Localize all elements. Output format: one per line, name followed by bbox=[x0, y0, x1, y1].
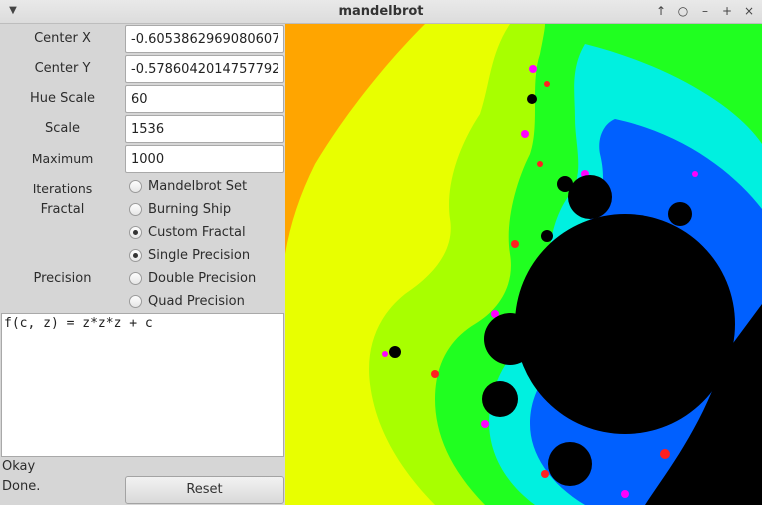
chevron-down-icon[interactable]: ▼ bbox=[9, 5, 17, 16]
radio-indicator bbox=[129, 203, 142, 216]
bulb-left bbox=[484, 313, 536, 365]
main-bulb bbox=[515, 214, 735, 434]
radio-indicator bbox=[129, 180, 142, 193]
fringe-dot bbox=[621, 490, 629, 498]
radio-label: Custom Fractal bbox=[148, 225, 246, 240]
circle-icon[interactable]: ○ bbox=[677, 4, 689, 18]
fringe-dot bbox=[660, 449, 670, 459]
radio-single-precision[interactable]: Single Precision bbox=[129, 244, 250, 267]
bulb-tiny-top bbox=[527, 94, 537, 104]
settings-panel: Center X Center Y Hue Scale Scale Maximu… bbox=[0, 24, 285, 505]
fractal-render-view[interactable] bbox=[285, 24, 762, 505]
radio-custom-fractal[interactable]: Custom Fractal bbox=[129, 221, 246, 244]
fractal-image bbox=[285, 24, 762, 505]
max-iterations-input[interactable] bbox=[125, 145, 284, 173]
arrow-up-icon[interactable]: ↑ bbox=[655, 4, 667, 18]
radio-burning-ship[interactable]: Burning Ship bbox=[129, 198, 231, 221]
window-title: mandelbrot bbox=[338, 4, 424, 19]
fringe-dot bbox=[544, 81, 550, 87]
bulb-bottom bbox=[548, 442, 592, 486]
reset-button[interactable]: Reset bbox=[125, 476, 284, 504]
band-orange bbox=[285, 24, 425, 254]
center-x-input[interactable] bbox=[125, 25, 284, 53]
radio-indicator bbox=[129, 272, 142, 285]
interior-lower-right bbox=[645, 304, 762, 505]
hue-scale-row: Hue Scale bbox=[0, 84, 285, 114]
minimize-icon[interactable]: – bbox=[702, 4, 708, 18]
center-y-label: Center Y bbox=[34, 61, 91, 76]
fringe-dot bbox=[491, 310, 499, 318]
radio-indicator-selected bbox=[129, 226, 142, 239]
radio-double-precision[interactable]: Double Precision bbox=[129, 267, 256, 290]
radio-indicator-selected bbox=[129, 249, 142, 262]
close-icon[interactable]: × bbox=[743, 4, 755, 18]
scale-row: Scale bbox=[0, 114, 285, 144]
fringe-dot bbox=[529, 65, 537, 73]
fringe-dot bbox=[541, 470, 549, 478]
fractal-label: Fractal bbox=[40, 202, 85, 217]
bulb-upper bbox=[568, 175, 612, 219]
scale-label: Scale bbox=[45, 121, 80, 136]
max-iterations-label: Maximum Iterations bbox=[31, 151, 94, 196]
max-iterations-row: Maximum Iterations bbox=[0, 144, 285, 196]
fringe-dot bbox=[537, 161, 543, 167]
fringe-dot bbox=[382, 351, 388, 357]
radio-label: Mandelbrot Set bbox=[148, 179, 248, 194]
maximize-icon[interactable]: + bbox=[721, 4, 733, 18]
radio-label: Single Precision bbox=[148, 248, 251, 263]
fringe-dot bbox=[431, 370, 439, 378]
radio-label: Double Precision bbox=[148, 271, 257, 286]
status-line-1: Okay bbox=[2, 459, 36, 474]
fringe-dot bbox=[692, 171, 698, 177]
radio-quad-precision[interactable]: Quad Precision bbox=[129, 290, 245, 313]
center-x-label: Center X bbox=[34, 31, 91, 46]
precision-label: Precision bbox=[33, 271, 92, 286]
formula-editor[interactable]: f(c, z) = z*z*z + c bbox=[1, 313, 284, 457]
fringe-dot bbox=[511, 240, 519, 248]
bulb-tiny-mid bbox=[541, 230, 553, 242]
hue-scale-input[interactable] bbox=[125, 85, 284, 113]
radio-indicator bbox=[129, 295, 142, 308]
scale-input[interactable] bbox=[125, 115, 284, 143]
fringe-dot bbox=[521, 130, 529, 138]
radio-label: Quad Precision bbox=[148, 294, 245, 309]
fringe-dot bbox=[481, 420, 489, 428]
status-line-2: Done. bbox=[2, 479, 41, 494]
radio-label: Burning Ship bbox=[148, 202, 232, 217]
hue-scale-label: Hue Scale bbox=[29, 91, 96, 106]
center-x-row: Center X bbox=[0, 24, 285, 54]
radio-mandelbrot-set[interactable]: Mandelbrot Set bbox=[129, 175, 247, 198]
bulb-tiny-left bbox=[389, 346, 401, 358]
center-y-input[interactable] bbox=[125, 55, 284, 83]
center-y-row: Center Y bbox=[0, 54, 285, 84]
bulb-right bbox=[668, 202, 692, 226]
bulb-lower-left bbox=[482, 381, 518, 417]
bulb-small-upper bbox=[557, 176, 573, 192]
title-bar: ▼ mandelbrot ↑ ○ – + × bbox=[0, 0, 762, 24]
